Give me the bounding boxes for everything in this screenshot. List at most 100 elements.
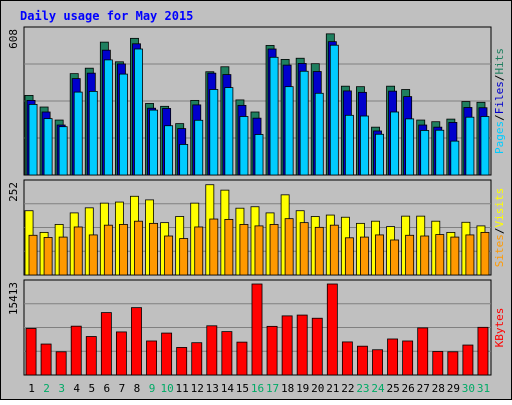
bar-pages-27	[420, 130, 430, 176]
chart-title: Daily usage for May 2015	[20, 9, 193, 23]
bar-kbytes-7	[115, 331, 127, 376]
x-tick-label: 18	[281, 382, 294, 395]
bar-pages-31	[480, 116, 490, 176]
x-tick-label: 8	[134, 382, 141, 395]
bar-kbytes-18	[281, 315, 293, 376]
x-tick-label: 1	[28, 382, 35, 395]
bar-pages-2	[43, 118, 53, 176]
x-tick-label: 22	[341, 382, 354, 395]
x-tick-label: 21	[326, 382, 339, 395]
bar-pages-17	[269, 56, 279, 176]
bar-kbytes-17	[266, 325, 278, 376]
bar-pages-5	[88, 90, 98, 176]
bar-sites-2	[43, 237, 53, 276]
bar-sites-10	[164, 235, 174, 276]
bar-kbytes-26	[402, 340, 414, 376]
axis-label: KBytes	[493, 308, 506, 348]
bar-kbytes-27	[417, 327, 429, 376]
bar-pages-22	[344, 114, 354, 176]
bar-pages-26	[405, 118, 415, 176]
x-tick-label: 5	[88, 382, 95, 395]
bar-kbytes-13	[206, 325, 218, 376]
bar-kbytes-22	[341, 341, 353, 376]
bar-kbytes-25	[387, 338, 399, 376]
axis-label: Pages/Files/Hits	[493, 48, 506, 154]
bar-pages-4	[73, 91, 83, 176]
bar-sites-18	[284, 218, 294, 276]
bar-sites-8	[134, 220, 143, 276]
chart-panels: 608Pages/Files/Hits252Sites/Visits15413K…	[7, 26, 506, 376]
bar-kbytes-14	[221, 331, 233, 376]
x-tick-label: 2	[43, 382, 50, 395]
bar-pages-1	[28, 104, 38, 176]
x-tick-label: 9	[149, 382, 156, 395]
bar-kbytes-20	[311, 317, 323, 376]
bar-pages-24	[375, 133, 384, 176]
x-tick-label: 24	[371, 382, 385, 395]
bar-sites-31	[480, 231, 490, 276]
x-tick-label: 3	[58, 382, 65, 395]
bar-kbytes-9	[146, 340, 157, 376]
bar-pages-30	[465, 116, 475, 176]
bar-sites-15	[239, 224, 249, 276]
bar-pages-19	[299, 70, 309, 176]
axis-label-separator: /	[493, 75, 506, 82]
bar-sites-6	[103, 224, 113, 276]
x-tick-label: 17	[266, 382, 279, 395]
bar-pages-28	[435, 129, 445, 176]
bar-pages-11	[179, 144, 189, 176]
bar-kbytes-15	[236, 341, 248, 376]
bar-sites-23	[360, 236, 369, 276]
x-tick-label: 10	[160, 382, 173, 395]
bar-sites-30	[465, 234, 475, 276]
x-tick-label: 19	[296, 382, 309, 395]
bar-sites-20	[314, 226, 324, 276]
bar-sites-13	[209, 218, 219, 276]
panel-2: 252 Sites/Visits	[7, 179, 506, 276]
bar-pages-6	[103, 59, 113, 176]
bar-sites-21	[329, 224, 339, 276]
bar-sites-1	[28, 234, 38, 276]
bar-sites-7	[118, 224, 128, 276]
panel-1: 608 Pages/Files/Hits	[7, 26, 506, 176]
bar-sites-19	[299, 222, 309, 276]
bar-kbytes-12	[191, 342, 203, 376]
bar-kbytes-16	[251, 283, 263, 376]
bar-pages-8	[134, 48, 143, 176]
bar-sites-4	[73, 226, 83, 276]
y-tick-label: 608	[7, 29, 20, 49]
x-tick-label: 15	[236, 382, 249, 395]
x-tick-label: 4	[73, 382, 80, 395]
bar-kbytes-23	[357, 345, 368, 376]
bar-kbytes-5	[85, 336, 97, 376]
bar-sites-16	[254, 225, 264, 276]
bar-kbytes-19	[296, 314, 308, 376]
bar-pages-14	[224, 87, 234, 176]
y-tick-label: 252	[7, 182, 20, 202]
bar-sites-12	[194, 226, 204, 276]
bar-sites-27	[420, 235, 430, 276]
bar-kbytes-8	[131, 307, 142, 376]
bar-sites-28	[435, 234, 445, 276]
bar-kbytes-1	[25, 328, 37, 376]
bar-sites-14	[224, 218, 234, 276]
bar-kbytes-6	[100, 312, 112, 376]
x-tick-label: 29	[447, 382, 460, 395]
bar-kbytes-31	[477, 326, 489, 376]
x-tick-label: 16	[251, 382, 264, 395]
bar-sites-9	[149, 222, 158, 276]
bar-kbytes-24	[372, 349, 383, 376]
bar-pages-29	[450, 140, 460, 176]
x-tick-label: 30	[462, 382, 475, 395]
axis-label-part: Hits	[493, 48, 506, 75]
bar-sites-26	[405, 234, 415, 276]
bar-pages-18	[284, 86, 294, 176]
bar-pages-3	[58, 126, 68, 176]
axis-label: Sites/Visits	[493, 188, 506, 268]
bar-kbytes-4	[70, 325, 82, 376]
x-tick-label: 6	[104, 382, 111, 395]
bar-sites-24	[375, 234, 384, 276]
x-tick-label: 23	[356, 382, 369, 395]
bar-pages-12	[194, 119, 204, 176]
